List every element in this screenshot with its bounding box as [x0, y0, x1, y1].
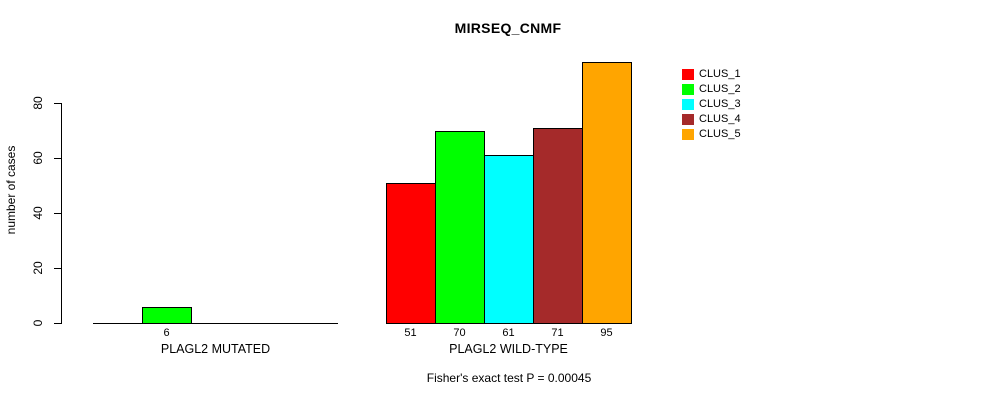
y-tick-label: 0 [31, 319, 45, 327]
bar-clus_5-wildtype [582, 61, 632, 324]
legend-entry-clus_2: CLUS_2 [682, 82, 741, 97]
legend-entry-clus_3: CLUS_3 [682, 97, 741, 112]
legend-swatch-clus_3 [682, 99, 694, 110]
legend-label-clus_2: CLUS_2 [699, 83, 741, 95]
y-tick-mark [54, 268, 61, 269]
bar-value-label-clus_2-mutated: 6 [163, 327, 170, 339]
bar-clus_2-mutated [142, 306, 192, 324]
y-axis-label: number of cases [4, 145, 18, 235]
y-tick-label: 40 [31, 206, 45, 220]
legend-swatch-clus_4 [682, 114, 694, 125]
stat-test-caption: Fisher's exact test P = 0.00045 [426, 371, 592, 385]
chart-title: MIRSEQ_CNMF [454, 20, 562, 36]
legend-entry-clus_5: CLUS_5 [682, 127, 741, 142]
legend: CLUS_1 CLUS_2 CLUS_3 CLUS_4 CLUS_5 [682, 67, 741, 142]
bar-value-label-clus_3-wildtype: 61 [502, 327, 515, 339]
legend-entry-clus_1: CLUS_1 [682, 67, 741, 82]
y-tick-label: 60 [31, 151, 45, 165]
bar-clus_3-wildtype [484, 155, 534, 324]
bar-clus_2-wildtype [435, 130, 485, 324]
legend-label-clus_1: CLUS_1 [699, 68, 741, 80]
legend-entry-clus_4: CLUS_4 [682, 112, 741, 127]
group-label-wildtype: PLAGL2 WILD-TYPE [449, 342, 568, 356]
legend-label-clus_5: CLUS_5 [699, 128, 741, 140]
legend-swatch-clus_5 [682, 129, 694, 140]
bar-value-label-clus_4-wildtype: 71 [551, 327, 564, 339]
y-tick-label: 80 [31, 96, 45, 110]
group-label-mutated: PLAGL2 MUTATED [160, 342, 271, 356]
y-tick-mark [54, 103, 61, 104]
x-axis-baseline-mutated [93, 323, 338, 324]
y-tick-mark [54, 158, 61, 159]
bar-clus_4-wildtype [533, 127, 583, 324]
y-tick-label: 20 [31, 261, 45, 275]
y-axis-line [61, 103, 62, 324]
legend-swatch-clus_2 [682, 84, 694, 95]
bar-value-label-clus_1-wildtype: 51 [404, 327, 417, 339]
y-tick-mark [54, 323, 61, 324]
legend-swatch-clus_1 [682, 69, 694, 80]
bar-value-label-clus_5-wildtype: 95 [600, 327, 613, 339]
bar-value-label-clus_2-wildtype: 70 [453, 327, 466, 339]
legend-label-clus_4: CLUS_4 [699, 113, 741, 125]
legend-label-clus_3: CLUS_3 [699, 98, 741, 110]
y-tick-mark [54, 213, 61, 214]
bar-clus_1-wildtype [386, 182, 436, 324]
